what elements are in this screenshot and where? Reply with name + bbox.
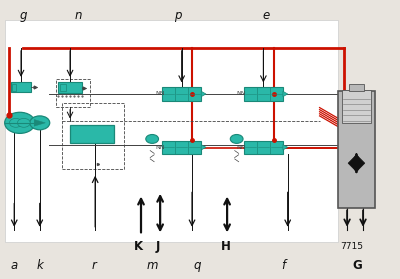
Bar bbox=[56, 79, 90, 107]
Bar bbox=[349, 84, 364, 91]
Text: H: H bbox=[221, 240, 231, 253]
Bar bbox=[11, 82, 31, 92]
Circle shape bbox=[10, 118, 22, 127]
Text: m: m bbox=[146, 259, 158, 272]
Bar bbox=[244, 87, 283, 101]
Text: NN: NN bbox=[237, 92, 246, 97]
Text: f: f bbox=[282, 259, 286, 272]
Text: NN: NN bbox=[155, 145, 164, 150]
Text: NN: NN bbox=[237, 145, 246, 150]
Text: q: q bbox=[193, 259, 200, 272]
Text: G: G bbox=[352, 259, 362, 272]
Bar bbox=[244, 141, 283, 154]
Text: NN: NN bbox=[155, 92, 164, 97]
Bar bbox=[342, 90, 372, 123]
Text: a: a bbox=[11, 259, 18, 272]
Bar bbox=[58, 82, 82, 93]
Text: J: J bbox=[156, 240, 160, 253]
Polygon shape bbox=[283, 91, 288, 97]
Text: r: r bbox=[92, 259, 97, 272]
Text: K: K bbox=[134, 240, 143, 253]
Bar bbox=[5, 20, 338, 242]
Bar bbox=[162, 87, 201, 101]
Text: g: g bbox=[20, 9, 27, 23]
Circle shape bbox=[5, 112, 35, 133]
Bar bbox=[338, 91, 375, 208]
Text: p: p bbox=[174, 9, 182, 23]
Bar bbox=[12, 84, 16, 91]
Circle shape bbox=[146, 134, 158, 143]
Bar bbox=[70, 125, 114, 143]
Text: e: e bbox=[262, 9, 269, 23]
Circle shape bbox=[18, 118, 30, 127]
Polygon shape bbox=[201, 145, 206, 150]
Polygon shape bbox=[283, 145, 288, 150]
Circle shape bbox=[30, 116, 50, 130]
Text: n: n bbox=[75, 9, 82, 23]
Polygon shape bbox=[201, 91, 206, 97]
Text: 7715: 7715 bbox=[340, 242, 363, 251]
Bar bbox=[60, 84, 66, 91]
Text: k: k bbox=[36, 259, 43, 272]
Circle shape bbox=[230, 134, 243, 143]
Polygon shape bbox=[348, 155, 365, 172]
Bar bbox=[162, 141, 201, 154]
Bar bbox=[62, 104, 124, 169]
Polygon shape bbox=[34, 119, 45, 126]
